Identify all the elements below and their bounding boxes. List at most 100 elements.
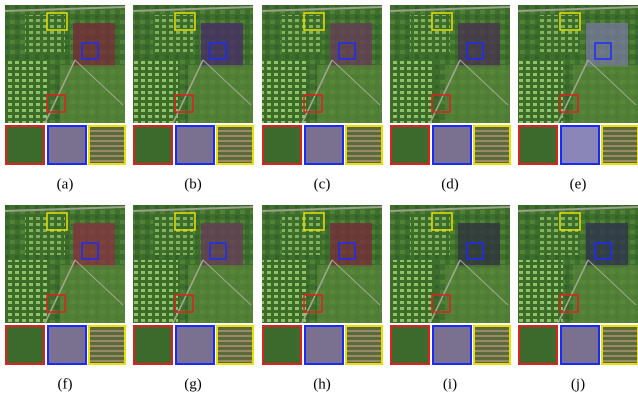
panel: (j) [517, 205, 638, 392]
road [459, 59, 509, 106]
panel-label: (d) [441, 176, 459, 192]
panel-label: (h) [313, 376, 331, 392]
crop-blue [432, 325, 472, 365]
road [331, 59, 381, 106]
panel-label: (c) [314, 176, 331, 192]
image-region [445, 265, 510, 323]
panel: (a) [4, 5, 126, 192]
image-region [60, 265, 125, 323]
image-region [330, 223, 372, 267]
panel: (i) [389, 205, 511, 392]
road [261, 206, 383, 212]
crop-red [390, 125, 430, 165]
crop-yellow [473, 125, 511, 165]
zoom-box [559, 12, 581, 31]
road [202, 259, 252, 306]
image-region [25, 15, 65, 55]
image-region [445, 65, 510, 123]
image-region [153, 15, 193, 55]
panel: (b) [132, 5, 254, 192]
zoom-box [209, 42, 227, 60]
crop-red [5, 325, 45, 365]
crop-red [133, 125, 173, 165]
road [587, 259, 637, 306]
crop-blue [432, 125, 472, 165]
road [517, 206, 638, 212]
crop-yellow [88, 325, 126, 365]
image-region [390, 60, 435, 123]
image-region [25, 215, 65, 255]
crop-yellow [216, 325, 254, 365]
zoom-box [303, 212, 325, 231]
zoom-box [46, 12, 68, 31]
crop-yellow [88, 125, 126, 165]
image-region [133, 260, 178, 323]
crop-blue [47, 125, 87, 165]
crop-yellow [345, 125, 383, 165]
image-region [586, 223, 628, 267]
image-region [73, 223, 115, 267]
image-region [410, 15, 450, 55]
crop-red [262, 125, 302, 165]
zoom-box [559, 94, 579, 113]
panel: (d) [389, 5, 511, 192]
image-region [262, 60, 307, 123]
zoom-box [559, 294, 579, 313]
panel-label: (a) [57, 176, 74, 192]
image-region [73, 23, 115, 67]
panel: (e) [517, 5, 638, 192]
image-region [573, 265, 638, 323]
panel-label: (e) [570, 176, 587, 192]
image-region [410, 215, 450, 255]
image-region [330, 23, 372, 67]
road [587, 59, 637, 106]
crop-blue [304, 125, 344, 165]
image-region [586, 23, 628, 67]
zoom-box [303, 12, 325, 31]
image-region [262, 260, 307, 323]
zoom-box [46, 94, 66, 113]
crop-red [390, 325, 430, 365]
road [74, 259, 124, 306]
zoom-box [46, 294, 66, 313]
zoom-box [431, 12, 453, 31]
image-region [573, 65, 638, 123]
image-region [518, 60, 563, 123]
panel: (f) [4, 205, 126, 392]
zoom-box [431, 94, 451, 113]
panel: (h) [261, 205, 383, 392]
zoom-box [174, 294, 194, 313]
zoom-box [46, 212, 68, 231]
image-region [317, 65, 382, 123]
road [331, 259, 381, 306]
crop-blue [175, 325, 215, 365]
zoom-box [174, 94, 194, 113]
road [132, 6, 254, 12]
road [202, 59, 252, 106]
zoom-box [431, 212, 453, 231]
panel-label: (b) [184, 176, 202, 192]
road [459, 259, 509, 306]
zoom-box [81, 42, 99, 60]
image-region [458, 223, 500, 267]
crop-blue [304, 325, 344, 365]
panel: (g) [132, 205, 254, 392]
zoom-box [431, 294, 451, 313]
crop-blue [175, 125, 215, 165]
crop-yellow [345, 325, 383, 365]
image-region [201, 23, 243, 67]
zoom-box [209, 242, 227, 260]
image-region [538, 215, 578, 255]
zoom-box [303, 294, 323, 313]
road [4, 206, 126, 212]
image-region [153, 215, 193, 255]
zoom-box [594, 42, 612, 60]
image-region [5, 260, 50, 323]
image-region [282, 15, 322, 55]
panel-label: (g) [184, 376, 202, 392]
panel: (c) [261, 5, 383, 192]
image-region [133, 60, 178, 123]
panel-label: (i) [443, 376, 457, 392]
